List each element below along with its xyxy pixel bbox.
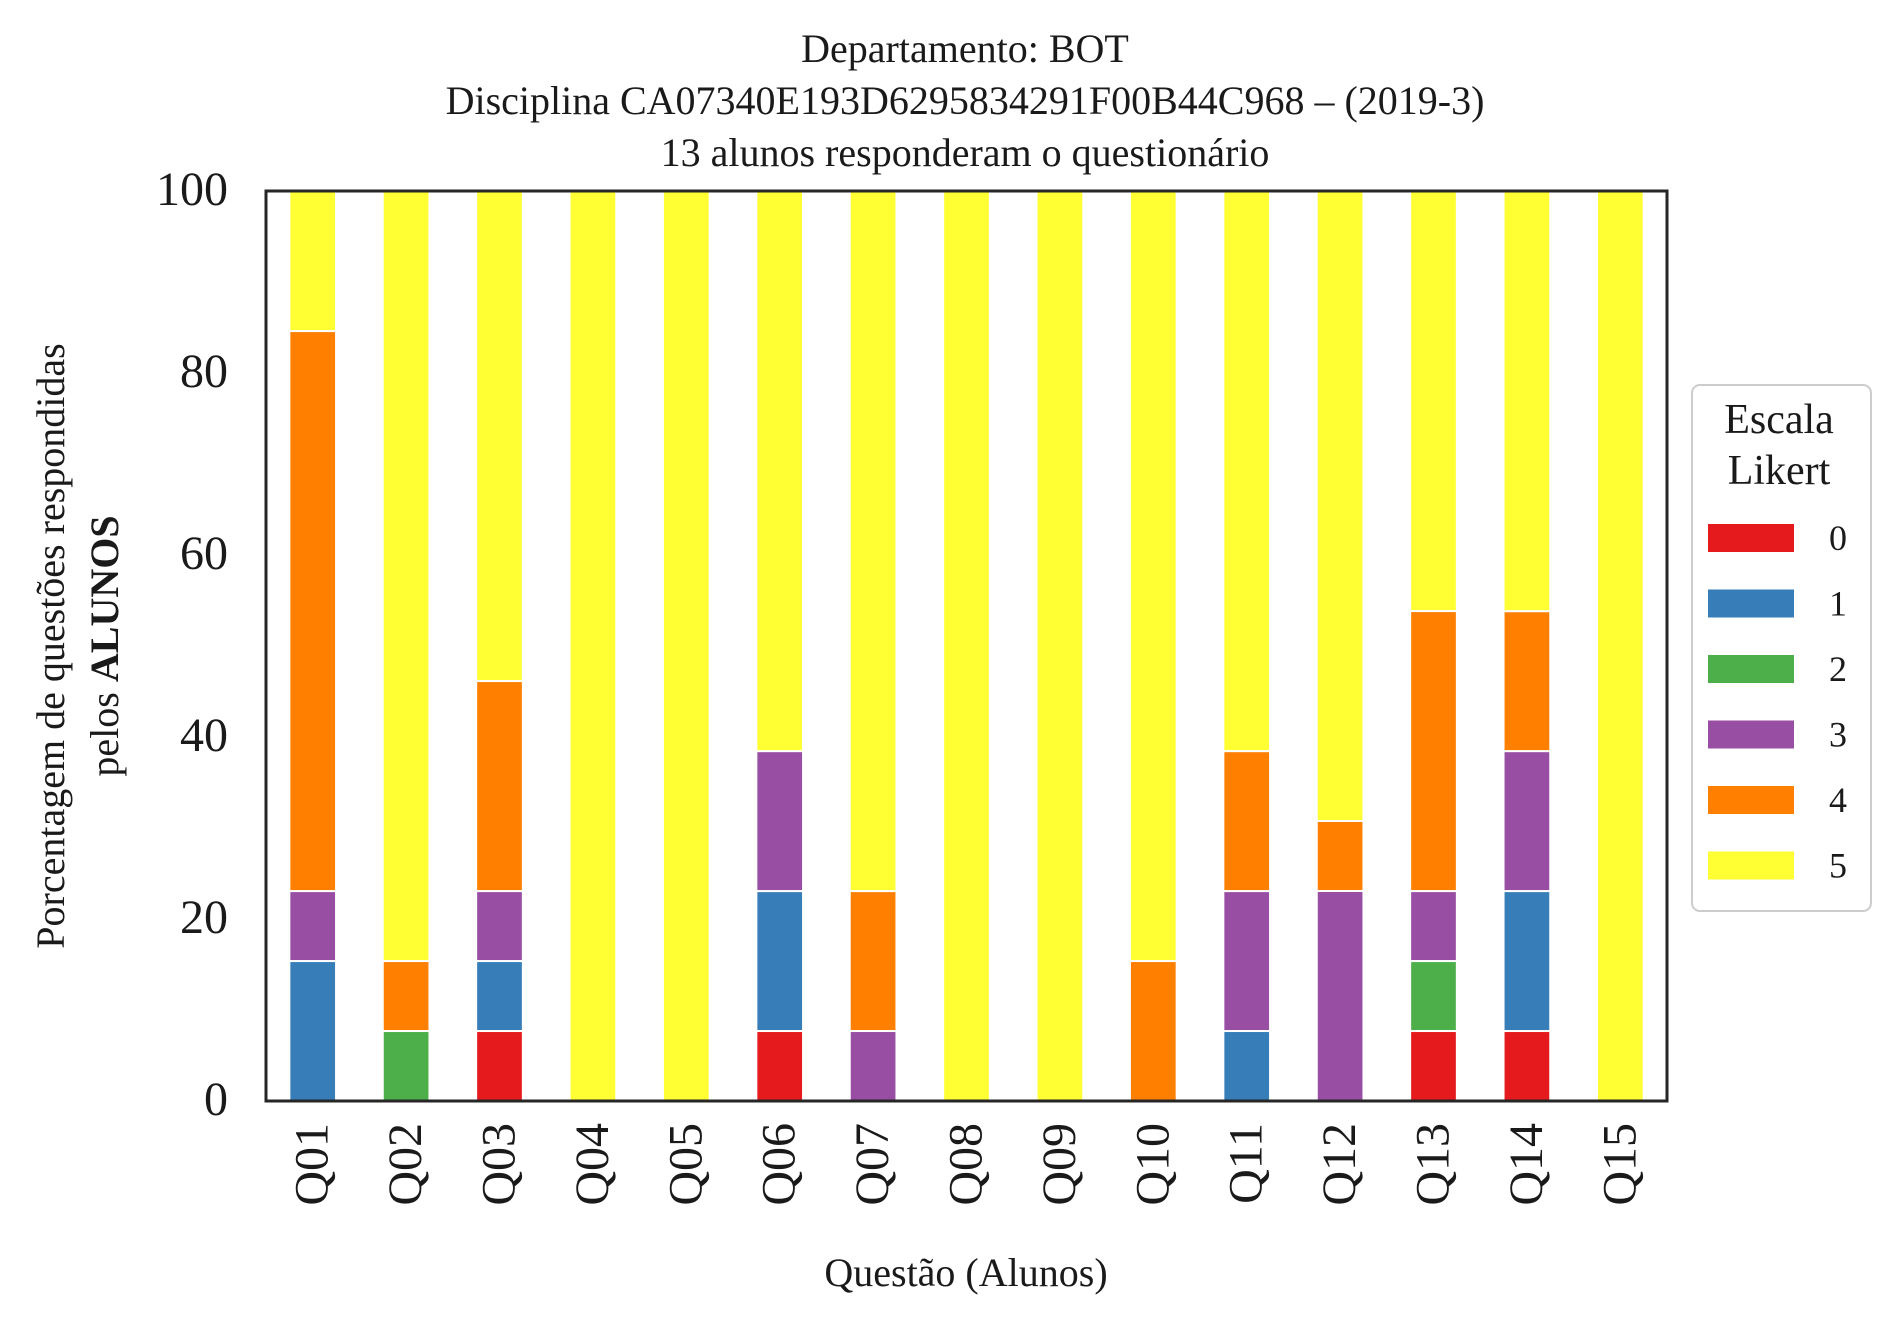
- chart-title-line-2: Disciplina CA07340E193D6295834291F00B44C…: [446, 78, 1485, 123]
- x-tick-label-q01: Q01: [286, 1123, 339, 1206]
- y-tick-labels: 0 20 40 60 80 100: [156, 163, 228, 1126]
- legend-title-line-2: Likert: [1728, 448, 1831, 494]
- bar-segment-q02-likert-2: [381, 1030, 431, 1102]
- x-tick-label-q02: Q02: [379, 1123, 432, 1206]
- bar-segment-q06-likert-3: [755, 750, 805, 893]
- bar-segment-q03-likert-3: [475, 890, 524, 963]
- bar-segment-q03-likert-5: [475, 190, 524, 683]
- y-tick-label-40: 40: [180, 709, 228, 762]
- x-tick-label-q03: Q03: [473, 1123, 526, 1206]
- bar-segment-q13-likert-5: [1409, 190, 1458, 613]
- bar-segment-q14-likert-0: [1502, 1030, 1552, 1102]
- legend-label-4: 4: [1829, 780, 1847, 820]
- y-tick-label-20: 20: [180, 891, 228, 944]
- bar-segment-q13-likert-4: [1409, 610, 1458, 893]
- x-tick-label-q07: Q07: [846, 1123, 899, 1206]
- bar-segment-q14-likert-1: [1502, 890, 1552, 1033]
- x-tick-label-q05: Q05: [659, 1123, 712, 1206]
- bar-segment-q06-likert-0: [755, 1030, 805, 1102]
- bar-segment-q09-likert-5: [1035, 190, 1085, 1102]
- bar-segment-q07-likert-4: [848, 890, 898, 1033]
- legend-label-5: 5: [1829, 846, 1847, 886]
- x-tick-label-q04: Q04: [566, 1123, 619, 1206]
- bar-segment-q07-likert-5: [848, 190, 898, 893]
- bar-segment-q01-likert-3: [288, 890, 338, 963]
- bar-segment-q08-likert-5: [942, 190, 991, 1102]
- legend-frame: [1691, 384, 1872, 912]
- legend-label-2: 2: [1829, 649, 1847, 689]
- x-axis-label: Questão (Alunos): [824, 1250, 1107, 1295]
- legend-swatch-3: [1708, 720, 1794, 749]
- legend-label-0: 0: [1829, 518, 1847, 558]
- legend-items: 0 1 2 3 4 5: [1708, 518, 1847, 886]
- bar-segment-q03-likert-0: [475, 1030, 524, 1102]
- bar-segment-q13-likert-0: [1409, 1030, 1458, 1102]
- x-tick-label-q09: Q09: [1033, 1123, 1086, 1206]
- x-tick-label-q14: Q14: [1500, 1123, 1553, 1206]
- legend-title-line-1: Escala: [1724, 397, 1834, 443]
- bar-segment-q12-likert-4: [1315, 819, 1365, 892]
- bar-segment-q14-likert-3: [1502, 750, 1552, 893]
- chart-title-line-3: 13 alunos responderam o questionário: [661, 130, 1270, 175]
- x-tick-label-q12: Q12: [1313, 1123, 1366, 1206]
- bar-segment-q01-likert-4: [288, 330, 338, 893]
- bar-segment-q11-likert-1: [1222, 1030, 1272, 1102]
- bar-segment-q12-likert-5: [1315, 190, 1365, 822]
- y-tick-label-60: 60: [180, 527, 228, 580]
- legend-swatch-5: [1708, 851, 1794, 880]
- bar-segment-q11-likert-5: [1222, 190, 1272, 753]
- legend-label-1: 1: [1829, 584, 1847, 624]
- x-tick-label-q11: Q11: [1220, 1123, 1273, 1204]
- bar-segment-q01-likert-1: [288, 960, 338, 1102]
- y-axis-label-bold: ALUNOS: [82, 515, 127, 682]
- y-tick-label-0: 0: [204, 1073, 228, 1126]
- y-tick-label-100: 100: [156, 163, 228, 216]
- bar-segment-q03-likert-4: [475, 680, 524, 893]
- legend-swatch-0: [1708, 524, 1794, 552]
- bar-segment-q13-likert-2: [1409, 960, 1458, 1033]
- x-tick-label-q06: Q06: [753, 1123, 806, 1206]
- x-tick-label-q08: Q08: [940, 1123, 993, 1206]
- bar-segment-q06-likert-1: [755, 890, 805, 1033]
- legend-swatch-4: [1708, 786, 1794, 814]
- y-axis-label-line-1: Porcentagem de questões respondidas: [28, 343, 73, 948]
- legend: Escala Likert 0 1 2 3 4 5: [1691, 384, 1872, 912]
- x-tick-label-q10: Q10: [1126, 1123, 1179, 1206]
- bar-segment-q04-likert-5: [568, 190, 618, 1102]
- bar-segment-q01-likert-5: [288, 190, 338, 333]
- bar-segment-q10-likert-4: [1128, 960, 1178, 1102]
- bar-segments: [288, 190, 1645, 1102]
- bar-segment-q11-likert-3: [1222, 890, 1272, 1033]
- chart-title-line-1: Departamento: BOT: [801, 26, 1129, 71]
- legend-label-3: 3: [1829, 715, 1847, 755]
- plot-frame: [264, 189, 1669, 1103]
- x-tick-label-q15: Q15: [1593, 1123, 1646, 1206]
- bar-segment-q03-likert-1: [475, 960, 524, 1033]
- y-axis-label-prefix: pelos: [82, 682, 127, 776]
- y-tick-label-80: 80: [180, 345, 228, 398]
- y-axis-label-line-2: pelos ALUNOS: [82, 515, 127, 776]
- legend-swatch-2: [1708, 655, 1794, 683]
- bar-segment-q14-likert-5: [1502, 190, 1552, 613]
- bar-segment-q05-likert-5: [661, 190, 711, 1102]
- x-tick-label-q13: Q13: [1407, 1123, 1460, 1206]
- bar-segment-q02-likert-4: [381, 960, 431, 1033]
- bar-segment-q12-likert-3: [1315, 889, 1365, 1102]
- bar-segment-q15-likert-5: [1595, 190, 1645, 1102]
- bar-segment-q07-likert-3: [848, 1030, 898, 1102]
- bar-segment-q11-likert-4: [1222, 750, 1272, 893]
- bar-segment-q02-likert-5: [381, 190, 431, 963]
- bar-segment-q10-likert-5: [1128, 190, 1178, 963]
- legend-swatch-1: [1708, 589, 1794, 618]
- bar-segment-q14-likert-4: [1502, 610, 1552, 753]
- bar-segment-q13-likert-3: [1409, 890, 1458, 963]
- bar-segment-q06-likert-5: [755, 190, 805, 753]
- x-tick-labels: Q01 Q02 Q03 Q04 Q05 Q06 Q07 Q08 Q09 Q10 Q11 Q12 Q13 Q…: [286, 1123, 1647, 1206]
